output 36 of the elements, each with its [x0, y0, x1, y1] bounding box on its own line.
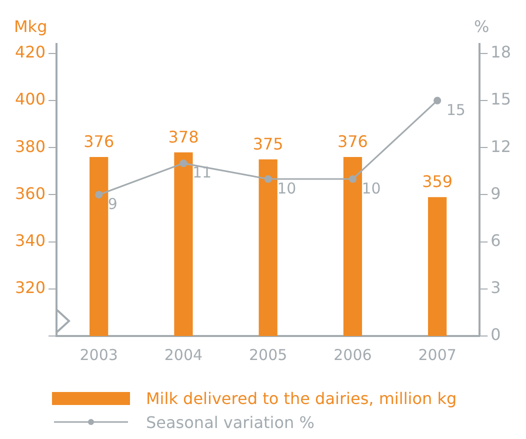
data-label: 10 [362, 179, 381, 198]
y2-tick-label: 9 [490, 184, 501, 203]
x-tick-label: 2003 [80, 346, 118, 364]
point [264, 175, 272, 183]
y2-tick-label: 15 [490, 90, 511, 109]
y2-tick-label: 0 [490, 325, 501, 344]
y2-tick-label: 6 [490, 230, 501, 250]
data-label: 15 [446, 100, 466, 119]
legend-label: Milk delivered to the dairies, million kg [146, 388, 457, 408]
y2-axis-title: % [474, 17, 490, 36]
x-tick-label: 2005 [248, 346, 288, 364]
y-axis-title: Mkg [14, 17, 48, 36]
point [180, 160, 188, 168]
x-tick-label: 2006 [334, 346, 372, 364]
y2-tick-label: 18 [490, 42, 511, 62]
point [434, 96, 442, 104]
y-tick-label: 420 [14, 42, 46, 62]
point [95, 190, 103, 199]
data-label: 375 [252, 134, 284, 154]
y-tick-label: 400 [14, 90, 46, 109]
y-tick-label: 360 [14, 184, 46, 203]
y-tick-label: 320 [14, 278, 46, 298]
legend-label: Seasonal variation % [146, 412, 314, 432]
y2-tick-label: 3 [490, 278, 501, 298]
y2-tick-label: 12 [490, 136, 511, 156]
data-label: 378 [168, 127, 199, 146]
x-tick-label: 2004 [164, 346, 203, 364]
x-tick-label: 2007 [418, 346, 456, 364]
y-tick-label: 340 [14, 230, 46, 250]
data-label: 376 [84, 132, 114, 152]
point [348, 175, 357, 183]
data-label: 359 [422, 172, 453, 192]
y-tick-label: 380 [14, 136, 46, 156]
data-label: 376 [337, 132, 368, 152]
data-label: 10 [277, 179, 296, 198]
data-label: 9 [108, 195, 118, 214]
